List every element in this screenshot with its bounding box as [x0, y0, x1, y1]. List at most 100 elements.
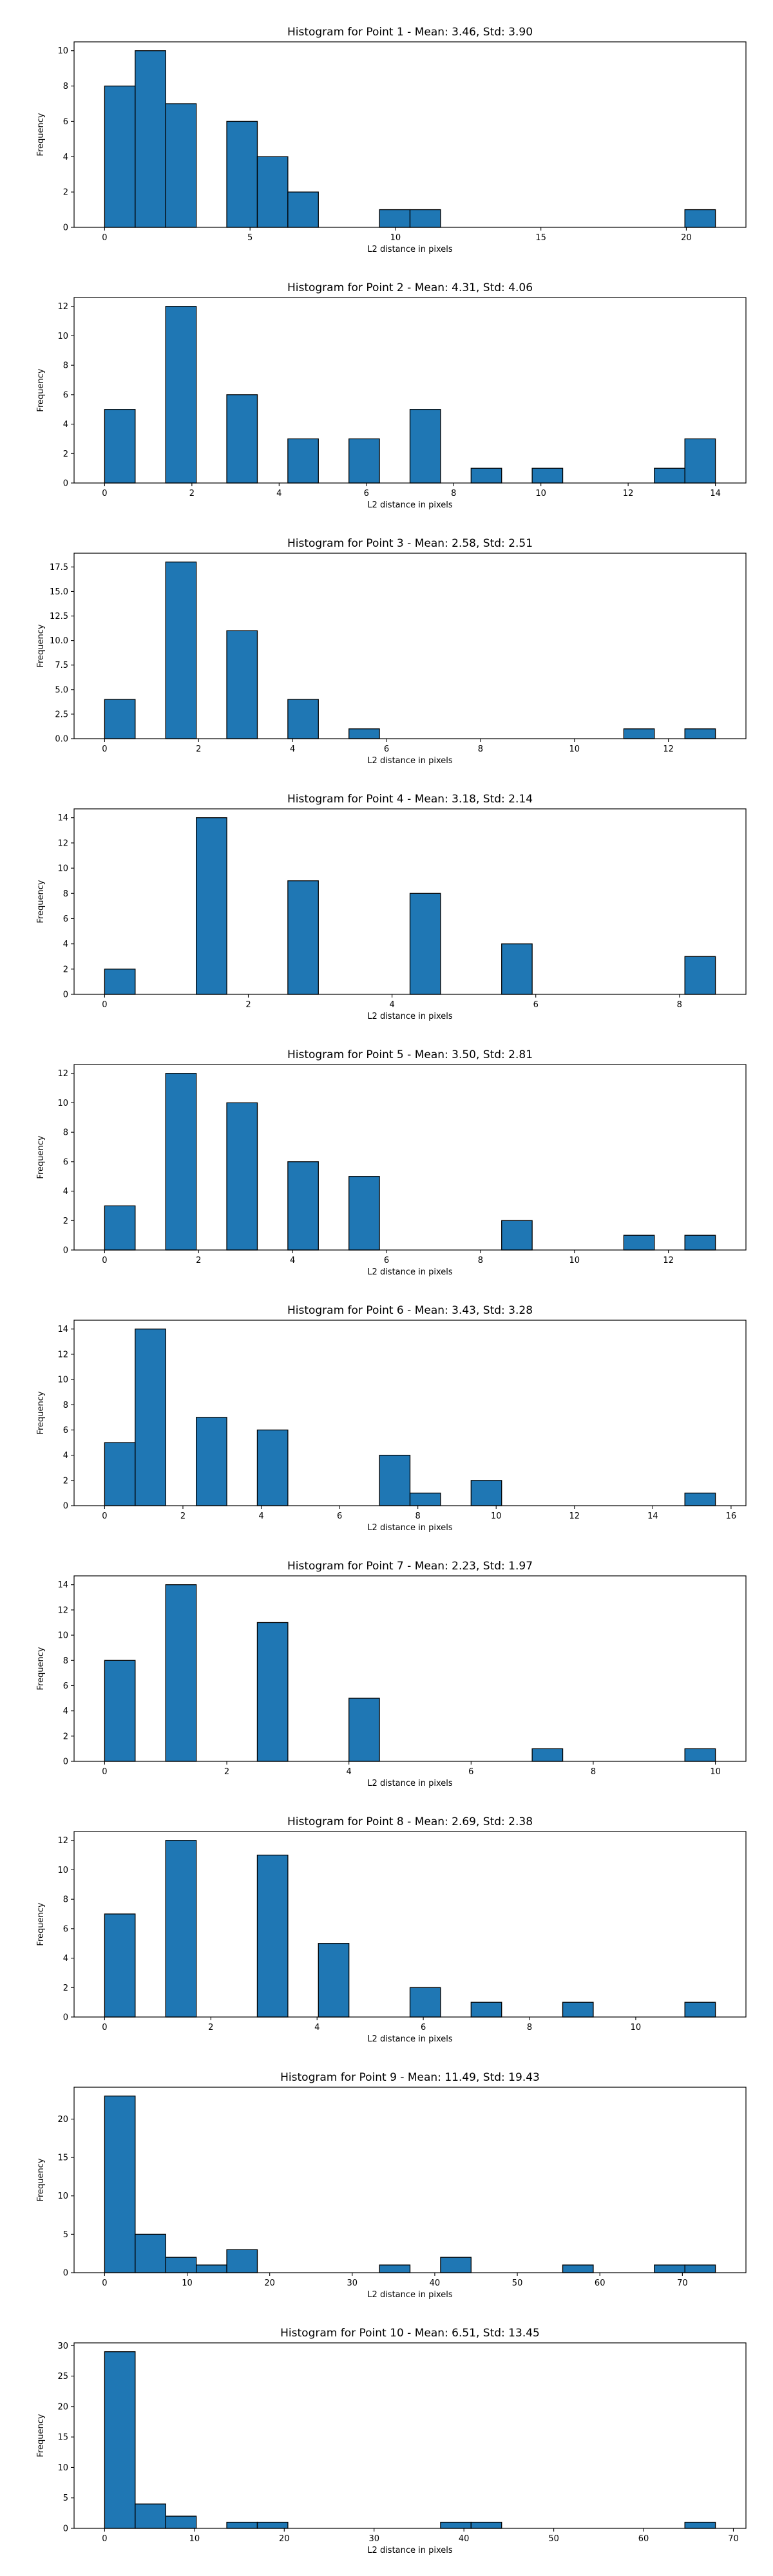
histogram-bar-9-2 [135, 2233, 166, 2273]
y-tick-label-1-3: 4 [63, 153, 68, 162]
x-tick-label-9-3: 20 [264, 2278, 275, 2288]
x-tick-label-10-5: 40 [459, 2534, 470, 2544]
histogram-bar-2-9 [654, 468, 685, 484]
histogram-bar-1-4 [226, 120, 258, 228]
x-tick-label-3-3: 4 [290, 744, 295, 754]
histogram-bar-1-8 [409, 209, 441, 228]
x-tick-label-2-2: 2 [189, 489, 195, 498]
y-tick-label-6-4: 6 [63, 1426, 68, 1435]
x-axis-label-7: L2 distance in pixels [367, 1779, 453, 1788]
y-axis-label-3: Frequency [36, 624, 46, 667]
y-tick-label-9-3: 10 [57, 2192, 68, 2201]
histogram-bar-5-5 [348, 1176, 380, 1251]
x-tick-label-4-5: 8 [677, 1000, 682, 1010]
y-tick-label-10-2: 5 [63, 2494, 68, 2503]
chart-panel-5: Histogram for Point 5 - Mean: 3.50, Std:… [36, 1048, 747, 1277]
x-tick-label-6-8: 14 [647, 1511, 658, 1521]
y-tick-label-6-8: 14 [57, 1325, 68, 1334]
histogram-bar-5-8 [684, 1235, 716, 1251]
x-tick-label-5-5: 8 [478, 1256, 483, 1265]
x-tick-label-8-1: 0 [102, 2023, 107, 2032]
histogram-bar-10-4 [226, 2521, 258, 2529]
y-tick-label-10-5: 20 [57, 2402, 68, 2412]
x-tick-label-3-6: 10 [569, 744, 580, 754]
histogram-bar-1-9 [684, 209, 716, 228]
x-tick-label-9-7: 60 [595, 2278, 606, 2288]
histogram-bar-10-2 [135, 2503, 166, 2529]
y-tick-label-6-5: 8 [63, 1401, 68, 1410]
y-tick-label-3-4: 7.5 [55, 661, 68, 670]
x-tick-label-10-8: 70 [728, 2534, 739, 2544]
x-tick-label-2-3: 4 [276, 489, 282, 498]
histogram-bar-2-1 [104, 409, 136, 484]
x-tick-label-5-7: 12 [663, 1256, 674, 1265]
axes-frame-2 [73, 297, 747, 484]
y-tick-label-9-1: 0 [63, 2269, 68, 2278]
histogram-bar-6-5 [379, 1454, 411, 1506]
y-axis-label-8: Frequency [36, 1902, 46, 1946]
x-axis-label-3: L2 distance in pixels [367, 756, 453, 766]
histogram-bar-8-1 [104, 1913, 136, 2018]
y-tick-label-5-6: 10 [57, 1099, 68, 1108]
y-tick-label-2-1: 0 [63, 479, 68, 489]
histogram-bar-10-7 [470, 2521, 502, 2529]
x-tick-label-6-5: 8 [415, 1511, 421, 1521]
x-tick-label-9-6: 50 [512, 2278, 523, 2288]
chart-panel-8: Histogram for Point 8 - Mean: 2.69, Std:… [36, 1815, 747, 2044]
histogram-bar-6-3 [195, 1417, 227, 1506]
y-tick-label-6-6: 10 [57, 1376, 68, 1385]
y-tick-label-5-5: 8 [63, 1128, 68, 1138]
histogram-bar-2-5 [348, 438, 380, 484]
axes-frame-6 [73, 1320, 747, 1506]
histogram-bar-3-5 [348, 728, 380, 739]
y-tick-label-1-1: 0 [63, 223, 68, 233]
histogram-bar-9-5 [226, 2249, 258, 2273]
x-tick-label-2-1: 0 [102, 489, 107, 498]
y-tick-label-4-5: 8 [63, 889, 68, 899]
y-tick-label-8-1: 0 [63, 2013, 68, 2023]
histogram-bar-8-4 [318, 1943, 350, 2018]
histogram-bar-1-6 [287, 191, 319, 228]
histogram-bar-4-2 [195, 817, 227, 995]
x-tick-label-3-7: 12 [663, 744, 674, 754]
histogram-bar-9-9 [654, 2264, 685, 2273]
y-tick-label-8-2: 2 [63, 1984, 68, 1993]
x-tick-label-6-3: 4 [258, 1511, 263, 1521]
x-tick-label-4-3: 4 [389, 1000, 394, 1010]
x-tick-label-8-5: 8 [527, 2023, 532, 2032]
chart-panel-2: Histogram for Point 2 - Mean: 4.31, Std:… [36, 281, 747, 510]
histogram-bar-8-5 [409, 1987, 441, 2018]
y-tick-label-5-1: 0 [63, 1246, 68, 1256]
y-tick-label-4-2: 2 [63, 965, 68, 974]
y-tick-label-10-1: 0 [63, 2524, 68, 2534]
chart-title-3: Histogram for Point 3 - Mean: 2.58, Std:… [287, 537, 533, 550]
x-tick-label-1-4: 15 [535, 233, 546, 243]
x-tick-label-9-4: 30 [347, 2278, 358, 2288]
histogram-bar-2-2 [165, 306, 197, 484]
histogram-bar-7-2 [165, 1584, 197, 1762]
histogram-bar-6-1 [104, 1442, 136, 1506]
x-tick-label-6-6: 10 [491, 1511, 502, 1521]
x-tick-label-7-1: 0 [102, 1767, 107, 1777]
histogram-bar-6-4 [256, 1429, 289, 1506]
y-tick-label-7-7: 12 [57, 1605, 68, 1615]
y-tick-label-5-7: 12 [57, 1069, 68, 1079]
x-tick-label-2-6: 10 [535, 489, 546, 498]
y-tick-label-4-6: 10 [57, 864, 68, 874]
chart-panel-4: Histogram for Point 4 - Mean: 3.18, Std:… [36, 793, 747, 1021]
histogram-bar-2-3 [226, 394, 258, 484]
x-tick-label-5-4: 6 [384, 1256, 389, 1265]
x-tick-label-7-6: 10 [710, 1767, 721, 1777]
y-tick-label-9-2: 5 [63, 2230, 68, 2240]
y-tick-label-8-3: 4 [63, 1954, 68, 1964]
histogram-bar-10-8 [684, 2521, 716, 2529]
x-tick-label-5-1: 0 [102, 1256, 107, 1265]
histogram-bar-10-6 [440, 2521, 472, 2529]
y-tick-label-7-3: 4 [63, 1707, 68, 1716]
y-axis-label-2: Frequency [36, 368, 46, 412]
x-tick-label-9-1: 0 [102, 2278, 107, 2288]
y-tick-label-7-6: 10 [57, 1631, 68, 1641]
y-tick-label-10-3: 10 [57, 2463, 68, 2473]
histogram-bar-4-4 [409, 893, 441, 995]
x-axis-label-1: L2 distance in pixels [367, 245, 453, 254]
